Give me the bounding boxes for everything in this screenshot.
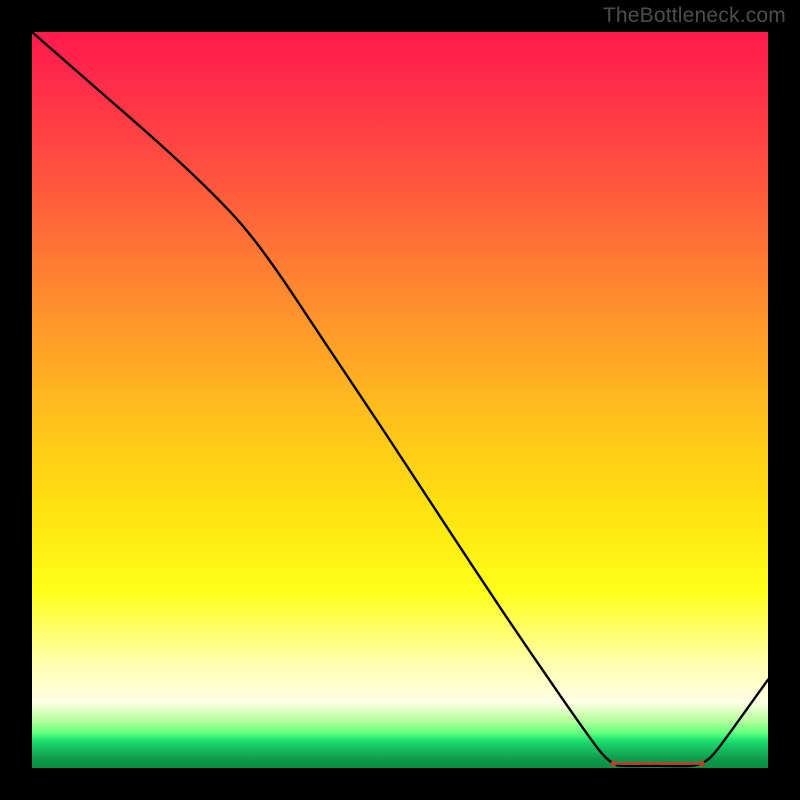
chart-plot-area xyxy=(32,32,768,768)
highlight-dot xyxy=(648,762,651,765)
watermark-text: TheBottleneck.com xyxy=(603,4,786,28)
highlight-dot xyxy=(624,762,627,765)
highlight-dot xyxy=(636,762,639,765)
chart-curve xyxy=(32,32,768,766)
highlight-dot xyxy=(611,761,617,767)
highlight-dot xyxy=(672,762,675,765)
highlight-dot xyxy=(660,762,663,765)
highlight-dot xyxy=(699,761,705,767)
chart-overlay-svg xyxy=(32,32,768,768)
highlight-dot xyxy=(684,762,687,765)
